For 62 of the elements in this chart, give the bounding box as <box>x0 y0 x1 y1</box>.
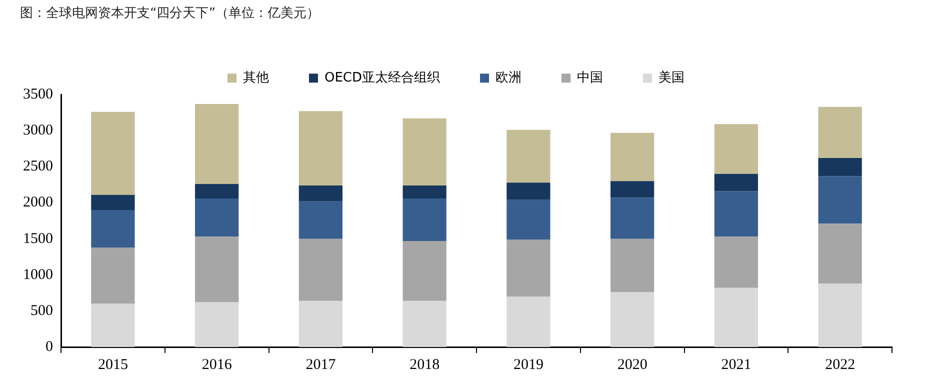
y-tick-label: 500 <box>30 302 53 319</box>
bar <box>818 158 862 176</box>
x-tick-label: 2020 <box>617 356 648 373</box>
bar <box>818 284 862 347</box>
y-tick-label: 3000 <box>23 122 53 139</box>
bar <box>91 247 135 304</box>
bar <box>195 198 239 237</box>
bar <box>402 300 446 347</box>
bar <box>91 304 135 347</box>
y-tick-label: 3500 <box>23 86 53 103</box>
x-tick-label: 2022 <box>825 356 856 373</box>
y-tick-label: 1000 <box>23 266 53 283</box>
legend-label: 美国 <box>658 69 685 86</box>
x-tick-label: 2017 <box>306 356 336 373</box>
bar <box>818 176 862 224</box>
x-tick-label: 2019 <box>513 356 544 373</box>
bar <box>402 198 446 241</box>
bar <box>298 238 342 301</box>
bar <box>714 191 758 237</box>
bar <box>610 198 654 239</box>
bar <box>298 111 342 186</box>
bar <box>610 238 654 292</box>
bar <box>506 296 550 347</box>
bar <box>402 240 446 301</box>
bar <box>298 300 342 347</box>
bar <box>91 112 135 195</box>
legend-label: 中国 <box>577 70 604 86</box>
x-tick-label: 2018 <box>410 356 440 373</box>
bar <box>195 302 239 347</box>
bar <box>402 118 446 186</box>
x-tick-label: 2016 <box>202 356 232 373</box>
bar <box>402 185 446 198</box>
bar <box>610 132 654 182</box>
bar <box>714 174 758 192</box>
bar <box>610 181 654 198</box>
chart-title: 图：全球电网资本开支“四分天下”（单位：亿美元） <box>20 5 320 22</box>
bar <box>298 201 342 239</box>
legend-label: 欧洲 <box>496 70 522 86</box>
bar <box>195 184 239 198</box>
y-tick-label: 2500 <box>23 158 53 175</box>
bar <box>818 106 862 158</box>
bar <box>195 104 239 184</box>
x-tick-label: 2021 <box>721 356 752 373</box>
y-tick-label: 0 <box>46 338 53 355</box>
bar <box>91 194 135 210</box>
bar <box>298 185 342 202</box>
bar <box>506 130 550 183</box>
legend-label: 其他 <box>242 70 269 86</box>
bar <box>714 236 758 288</box>
bar <box>714 288 758 347</box>
legend-label: OECD亚太经合组织 <box>324 70 440 86</box>
bar <box>506 182 550 200</box>
bar <box>91 210 135 248</box>
bar <box>506 240 550 297</box>
bar <box>506 200 550 240</box>
y-tick-label: 2000 <box>23 194 53 211</box>
y-tick-label: 1500 <box>23 230 53 247</box>
bar <box>195 236 239 302</box>
x-tick-label: 2015 <box>98 356 128 373</box>
bar <box>714 124 758 174</box>
bar <box>818 224 862 284</box>
bar <box>610 292 654 347</box>
